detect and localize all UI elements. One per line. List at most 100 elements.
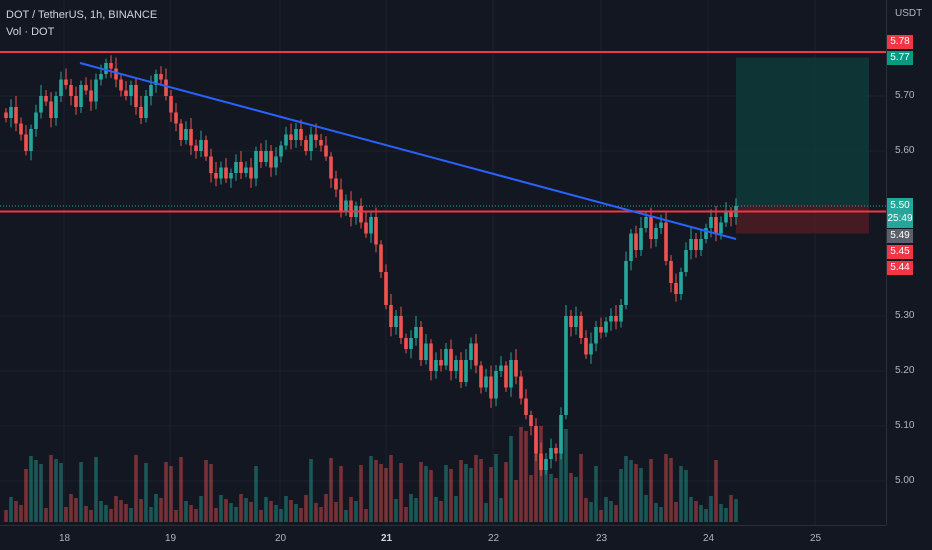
candle-body[interactable] [509, 360, 513, 388]
candle-body[interactable] [704, 228, 708, 239]
candle-body[interactable] [399, 316, 403, 338]
candle-body[interactable] [639, 228, 643, 250]
candle-body[interactable] [459, 360, 463, 382]
candle-body[interactable] [344, 200, 348, 212]
candle-body[interactable] [529, 415, 533, 426]
candle-body[interactable] [59, 79, 63, 97]
candle-body[interactable] [294, 129, 298, 140]
candle-body[interactable] [549, 448, 553, 459]
candle-body[interactable] [649, 217, 653, 239]
candle-body[interactable] [279, 145, 283, 157]
candle-body[interactable] [574, 316, 578, 327]
candle-body[interactable] [39, 96, 43, 113]
candle-body[interactable] [389, 305, 393, 327]
candle-body[interactable] [424, 343, 428, 361]
candle-body[interactable] [554, 448, 558, 454]
candle-body[interactable] [249, 167, 253, 179]
candle-body[interactable] [454, 360, 458, 371]
candle-body[interactable] [9, 107, 13, 118]
candle-body[interactable] [419, 327, 423, 360]
symbol-legend[interactable]: DOT / TetherUS, 1h, BINANCE [6, 9, 158, 21]
candle-body[interactable] [179, 123, 183, 141]
candle-body[interactable] [224, 167, 228, 179]
candle-body[interactable] [199, 140, 203, 151]
candle-body[interactable] [644, 217, 648, 228]
candle-body[interactable] [129, 85, 133, 96]
candle-body[interactable] [674, 283, 678, 294]
candle-body[interactable] [689, 239, 693, 250]
candle-body[interactable] [664, 222, 668, 262]
candle-body[interactable] [729, 211, 733, 218]
candle-body[interactable] [24, 134, 28, 152]
candle-body[interactable] [489, 376, 493, 399]
candle-body[interactable] [264, 151, 268, 162]
candle-body[interactable] [339, 189, 343, 212]
candle-body[interactable] [219, 167, 223, 179]
candle-body[interactable] [589, 343, 593, 355]
candle-body[interactable] [619, 305, 623, 322]
candle-body[interactable] [544, 459, 548, 470]
candle-body[interactable] [569, 316, 573, 327]
candle-body[interactable] [164, 79, 168, 97]
candle-body[interactable] [494, 371, 498, 399]
candle-body[interactable] [669, 261, 673, 283]
candle-body[interactable] [139, 107, 143, 118]
candle-body[interactable] [449, 349, 453, 371]
candle-body[interactable] [19, 123, 23, 135]
candle-body[interactable] [514, 360, 518, 377]
candle-body[interactable] [49, 101, 53, 119]
candle-body[interactable] [74, 96, 78, 107]
candle-body[interactable] [254, 151, 258, 179]
candle-body[interactable] [149, 85, 153, 96]
candle-body[interactable] [229, 173, 233, 179]
candle-body[interactable] [239, 162, 243, 173]
candle-body[interactable] [524, 398, 528, 416]
candle-body[interactable] [44, 96, 48, 102]
candle-body[interactable] [379, 244, 383, 273]
candle-body[interactable] [289, 134, 293, 141]
candle-body[interactable] [174, 112, 178, 124]
candle-body[interactable] [499, 365, 503, 372]
candle-body[interactable] [324, 145, 328, 157]
candle-body[interactable] [429, 343, 433, 372]
candle-body[interactable] [94, 79, 98, 102]
candle-body[interactable] [579, 316, 583, 338]
candle-body[interactable] [119, 79, 123, 91]
candle-body[interactable] [4, 112, 8, 119]
candle-body[interactable] [274, 156, 278, 168]
candle-body[interactable] [699, 239, 703, 250]
candle-body[interactable] [269, 151, 273, 168]
candle-body[interactable] [259, 151, 263, 162]
candle-body[interactable] [694, 239, 698, 250]
candle-body[interactable] [154, 74, 158, 85]
candle-body[interactable] [194, 145, 198, 152]
candle-body[interactable] [634, 233, 638, 251]
candle-body[interactable] [14, 107, 18, 124]
candle-body[interactable] [609, 316, 613, 322]
candle-body[interactable] [114, 68, 118, 80]
descending-trendline[interactable] [79, 62, 737, 240]
candle-body[interactable] [684, 250, 688, 272]
candle-body[interactable] [374, 217, 378, 245]
candle-body[interactable] [209, 156, 213, 174]
candle-body[interactable] [444, 349, 448, 366]
candle-body[interactable] [29, 129, 33, 151]
candle-body[interactable] [679, 272, 683, 294]
candle-body[interactable] [504, 365, 508, 388]
candle-body[interactable] [464, 360, 468, 382]
candle-body[interactable] [104, 63, 108, 74]
candle-body[interactable] [369, 217, 373, 234]
candle-body[interactable] [474, 343, 478, 366]
candle-body[interactable] [469, 343, 473, 361]
candle-body[interactable] [34, 112, 38, 130]
candle-body[interactable] [159, 74, 163, 80]
candle-body[interactable] [559, 415, 563, 454]
candle-body[interactable] [414, 327, 418, 338]
candle-body[interactable] [614, 316, 618, 322]
candle-body[interactable] [309, 134, 313, 152]
candle-body[interactable] [314, 134, 318, 141]
candle-body[interactable] [624, 261, 628, 305]
candle-body[interactable] [84, 85, 88, 91]
candle-body[interactable] [64, 79, 68, 86]
candle-body[interactable] [109, 63, 113, 69]
